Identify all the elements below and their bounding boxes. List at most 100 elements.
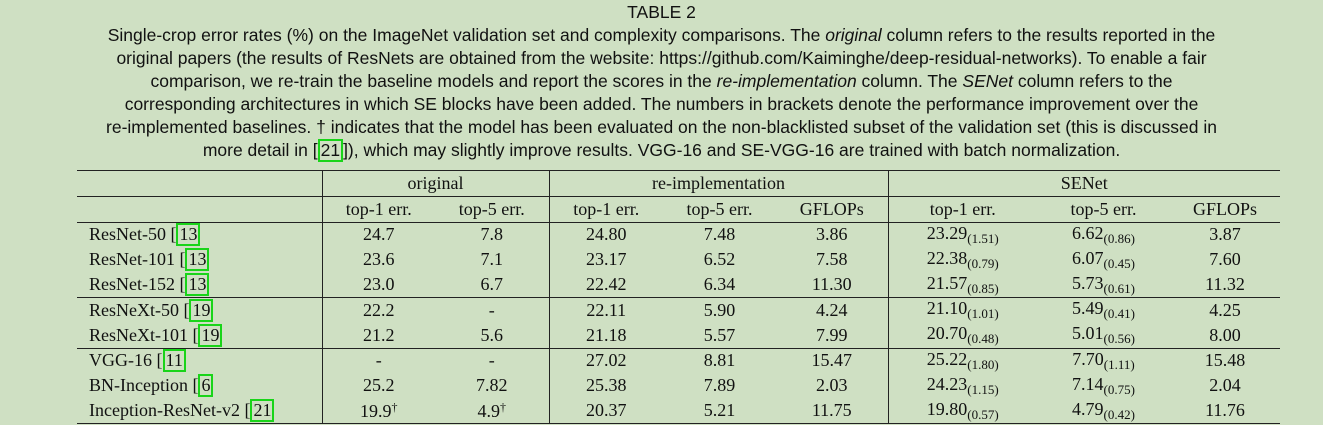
- citation-link[interactable]: 6: [198, 374, 214, 398]
- model-name: VGG-16 [: [89, 350, 163, 371]
- cell-reimpl-top1: 25.38: [548, 373, 663, 399]
- model-name: ResNet-101 [: [89, 249, 186, 270]
- citation-link[interactable]: 19: [198, 323, 223, 347]
- value: 3.87: [1209, 224, 1241, 245]
- cell-reimpl-gflops: 4.24: [776, 296, 888, 323]
- cell-senet-gflops: 2.04: [1170, 373, 1280, 398]
- cell-senet-gflops: 11.32: [1170, 272, 1280, 297]
- value: 15.47: [811, 350, 853, 371]
- value: 5.73: [1072, 272, 1104, 293]
- improvement-value: (1.15): [967, 381, 999, 397]
- improvement-value: (0.57): [967, 406, 999, 422]
- table-row: BN-Inception [6 25.2 7.82 25.38 7.89 2.03 24.2…: [77, 373, 1280, 399]
- model-name: ResNeXt-101 [: [89, 324, 199, 345]
- improvement-value: (0.41): [1103, 306, 1135, 322]
- cell-reimpl-gflops: 3.86: [776, 222, 888, 247]
- citation-link[interactable]: 21: [250, 399, 275, 423]
- dagger-mark: †: [391, 399, 398, 414]
- improvement-value: (0.48): [967, 331, 999, 347]
- value: 20.37: [586, 400, 627, 421]
- citation-link[interactable]: 11: [162, 349, 186, 373]
- caption-italic-senet: SENet: [962, 71, 1013, 91]
- citation-link[interactable]: 19: [189, 298, 214, 322]
- citation-link[interactable]: 13: [176, 223, 201, 247]
- value: 11.75: [811, 400, 852, 421]
- value: 6.7: [480, 274, 504, 295]
- value: 22.11: [586, 299, 627, 320]
- cell-senet-top5: 5.01(0.56): [1037, 323, 1170, 348]
- cell-senet-top1: 19.80(0.57): [887, 398, 1037, 424]
- caption-text: ]), which may slightly improve results. …: [343, 140, 1121, 160]
- value: 21.10: [926, 298, 968, 319]
- group-header-original: original: [321, 170, 549, 197]
- value: 3.86: [816, 224, 848, 245]
- improvement-value: (0.79): [967, 255, 999, 271]
- value: 5.21: [703, 400, 736, 421]
- citation-link[interactable]: 13: [185, 248, 210, 272]
- col-header: top-1 err.: [887, 196, 1037, 223]
- model-name-cell: Inception-ResNet-v2 [21: [77, 398, 322, 424]
- value: 8.81: [703, 350, 736, 371]
- caption-italic-reimpl: re-implementation: [716, 71, 857, 91]
- improvement-value: (0.61): [1103, 280, 1135, 296]
- model-name: BN-Inception [: [89, 375, 199, 396]
- value: 5.6: [480, 324, 504, 345]
- value: 11.76: [1205, 400, 1245, 421]
- cell-original-top5: 5.6: [435, 323, 549, 348]
- cell-original-top1: 23.0: [321, 272, 435, 298]
- cell-senet-gflops: 3.87: [1170, 222, 1280, 247]
- cell-original-top1: 24.7: [321, 222, 435, 248]
- value: 25.2: [363, 375, 395, 396]
- value: -: [375, 350, 382, 371]
- improvement-value: (1.80): [967, 356, 999, 372]
- caption-text: column refers to the: [1012, 71, 1173, 91]
- cell-original-top5: 4.9†: [435, 398, 549, 424]
- cell-reimpl-top5: 6.34: [663, 272, 776, 297]
- col-header: GFLOPs: [776, 196, 888, 223]
- model-name-cell: BN-Inception [6: [77, 373, 322, 398]
- citation-link[interactable]: 21: [317, 139, 344, 162]
- caption-line-5: re-implemented baselines. † indicates th…: [106, 117, 1217, 137]
- cell-original-top1: 23.6: [321, 247, 435, 273]
- cell-original-top5: 7.8: [435, 222, 549, 247]
- cell-reimpl-top1: 27.02: [548, 347, 663, 374]
- cell-reimpl-top1: 22.11: [548, 296, 663, 323]
- improvement-value: (1.51): [967, 230, 999, 246]
- value: 25.22: [926, 348, 968, 369]
- table-row: ResNeXt-101 [19 21.2 5.6 21.18 5.57 7.99 20.70…: [77, 322, 1280, 349]
- cell-reimpl-gflops: 2.03: [776, 373, 888, 398]
- value: 5.49: [1072, 298, 1104, 319]
- cell-senet-top5: 4.79(0.42): [1037, 398, 1170, 424]
- cell-senet-top5: 6.62(0.86): [1037, 222, 1170, 247]
- col-header: top-5 err.: [663, 196, 776, 223]
- value: 19.80: [926, 398, 968, 419]
- value: 7.58: [816, 249, 848, 270]
- cell-original-top5: 7.82: [435, 373, 549, 398]
- corner-cell: [77, 196, 322, 223]
- value: 24.80: [586, 224, 627, 245]
- value: 8.00: [1209, 324, 1241, 345]
- value: 15.48: [1204, 350, 1246, 371]
- value: 4.9: [477, 400, 501, 421]
- col-header: top-1 err.: [321, 196, 435, 223]
- value: 6.62: [1072, 222, 1104, 243]
- value: 4.79: [1072, 398, 1104, 419]
- value: 6.52: [703, 249, 736, 270]
- citation-link[interactable]: 13: [185, 273, 210, 297]
- group-header-reimplementation: re-implementation: [548, 170, 888, 197]
- value: 27.02: [586, 350, 627, 371]
- table-row: ResNet-101 [13 23.6 7.1 23.17 6.52 7.58 22.38(…: [77, 247, 1280, 273]
- cell-reimpl-gflops: 11.75: [776, 398, 888, 424]
- cell-senet-top1: 21.57(0.85): [887, 272, 1037, 298]
- caption-line-1: Single-crop error rates (%) on the Image…: [0, 24, 1323, 47]
- table-row: ResNet-50 [13 24.7 7.8 24.80 7.48 3.86 23.29(1…: [77, 222, 1280, 248]
- value: 6.07: [1072, 247, 1104, 268]
- table-row: Inception-ResNet-v2 [21 19.9† 4.9† 20.37 5.2…: [77, 398, 1280, 424]
- value: 5.57: [703, 324, 736, 345]
- group-header-row: original re-implementation SENet: [77, 170, 1280, 197]
- value: 6.34: [703, 274, 736, 295]
- value: 7.70: [1072, 348, 1104, 369]
- value: 23.6: [363, 249, 395, 270]
- table-body: ResNet-50 [13 24.7 7.8 24.80 7.48 3.86 23.29(1…: [77, 222, 1280, 424]
- col-header: top-5 err.: [435, 196, 549, 223]
